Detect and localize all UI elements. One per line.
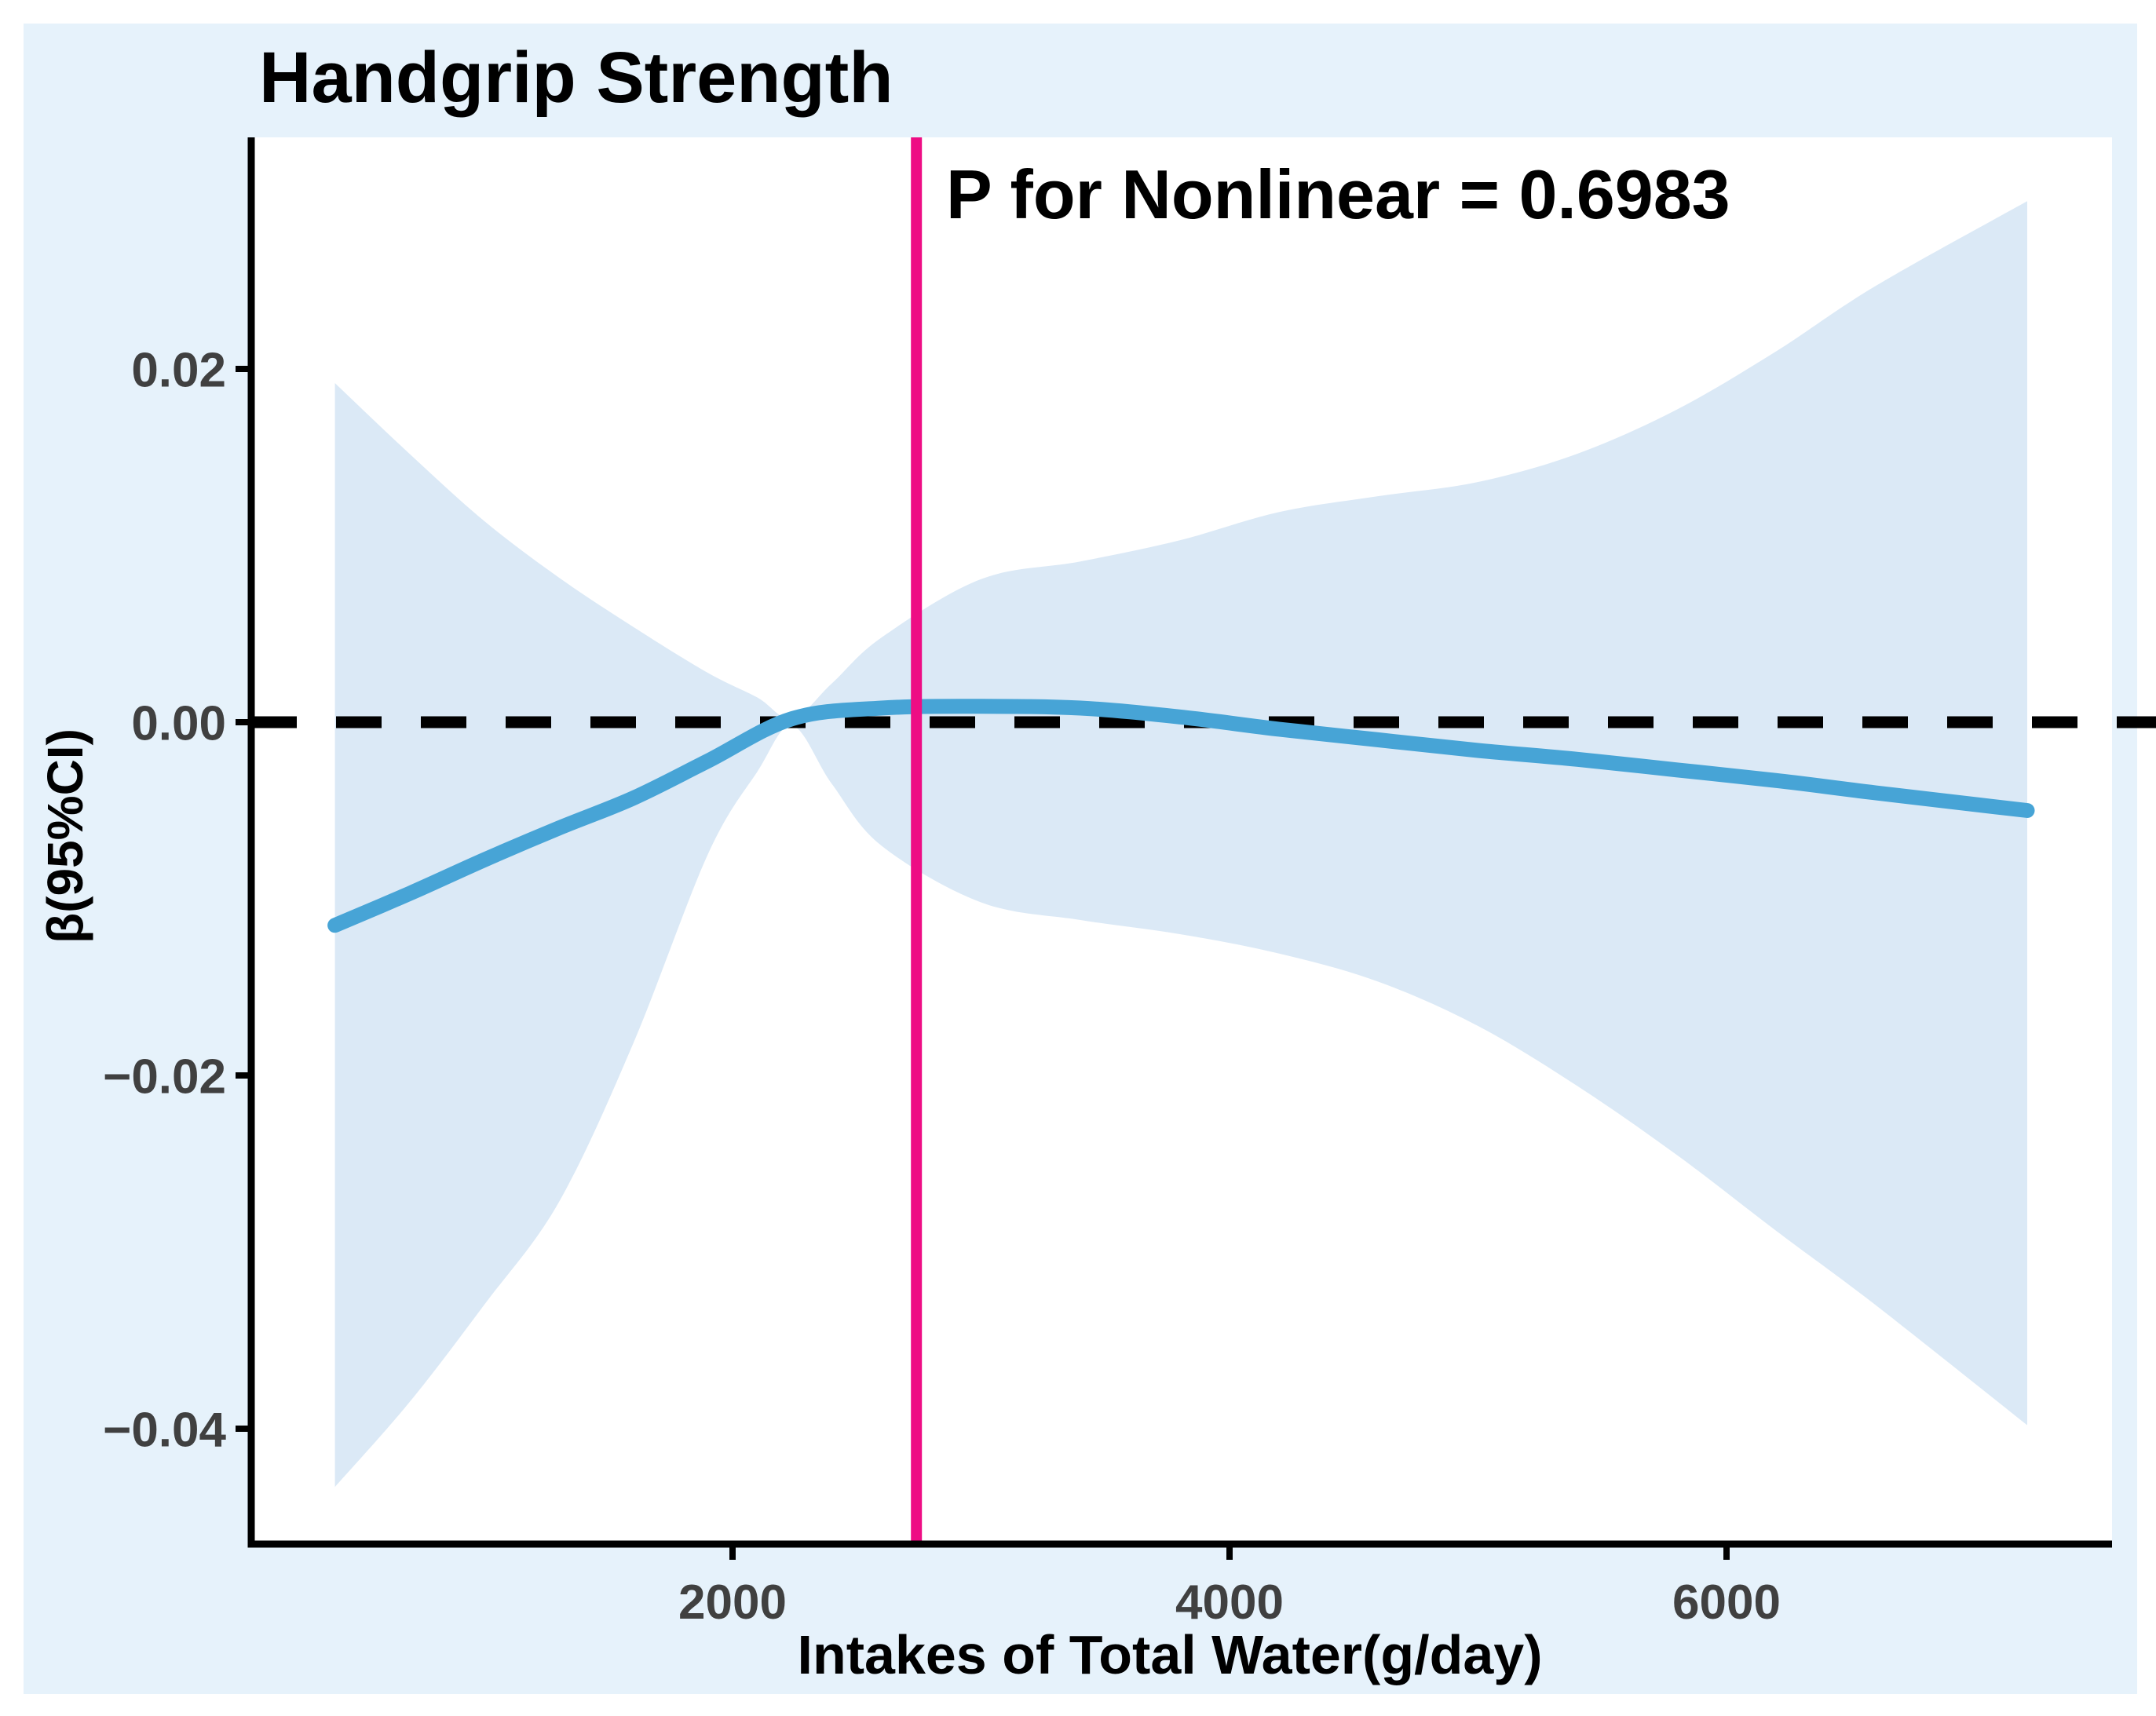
x-tick-label: 6000 bbox=[1672, 1575, 1781, 1630]
x-tick-label: 2000 bbox=[678, 1575, 787, 1630]
y-tick-label: −0.02 bbox=[103, 1050, 226, 1104]
confidence-band bbox=[334, 201, 2027, 1488]
fitted-curve bbox=[327, 699, 2035, 933]
y-axis-ticks: 0.02 0.00 −0.02 −0.04 bbox=[103, 343, 251, 1457]
y-tick-label: 0.02 bbox=[131, 343, 226, 397]
x-tick-label: 4000 bbox=[1175, 1575, 1284, 1630]
chart-title: Handgrip Strength bbox=[259, 38, 893, 118]
x-axis-ticks: 2000 4000 6000 bbox=[678, 1544, 1781, 1630]
y-tick-label: 0.00 bbox=[131, 696, 226, 750]
y-axis-label: β(95%CI) bbox=[37, 728, 93, 944]
x-axis-label: Intakes of Total Water(g/day) bbox=[798, 1624, 1543, 1685]
y-tick-label: −0.04 bbox=[103, 1403, 226, 1457]
p-value-annotation: P for Nonlinear = 0.6983 bbox=[946, 155, 1730, 233]
